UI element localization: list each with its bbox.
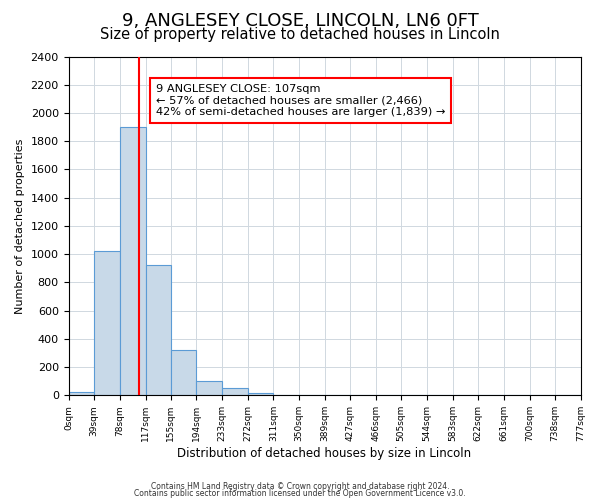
- Bar: [170, 350, 196, 396]
- Text: Contains public sector information licensed under the Open Government Licence v3: Contains public sector information licen…: [134, 490, 466, 498]
- Bar: [248, 392, 274, 396]
- Bar: [146, 266, 170, 396]
- Text: 9, ANGLESEY CLOSE, LINCOLN, LN6 0FT: 9, ANGLESEY CLOSE, LINCOLN, LN6 0FT: [122, 12, 478, 30]
- Bar: [94, 250, 120, 396]
- Text: Contains HM Land Registry data © Crown copyright and database right 2024.: Contains HM Land Registry data © Crown c…: [151, 482, 449, 491]
- Y-axis label: Number of detached properties: Number of detached properties: [15, 138, 25, 314]
- Text: Size of property relative to detached houses in Lincoln: Size of property relative to detached ho…: [100, 28, 500, 42]
- Bar: [222, 388, 248, 396]
- Bar: [274, 394, 299, 396]
- X-axis label: Distribution of detached houses by size in Lincoln: Distribution of detached houses by size …: [178, 447, 472, 460]
- Bar: [68, 392, 94, 396]
- Text: 9 ANGLESEY CLOSE: 107sqm
← 57% of detached houses are smaller (2,466)
42% of sem: 9 ANGLESEY CLOSE: 107sqm ← 57% of detach…: [155, 84, 445, 117]
- Bar: [196, 380, 222, 396]
- Bar: [120, 127, 146, 396]
